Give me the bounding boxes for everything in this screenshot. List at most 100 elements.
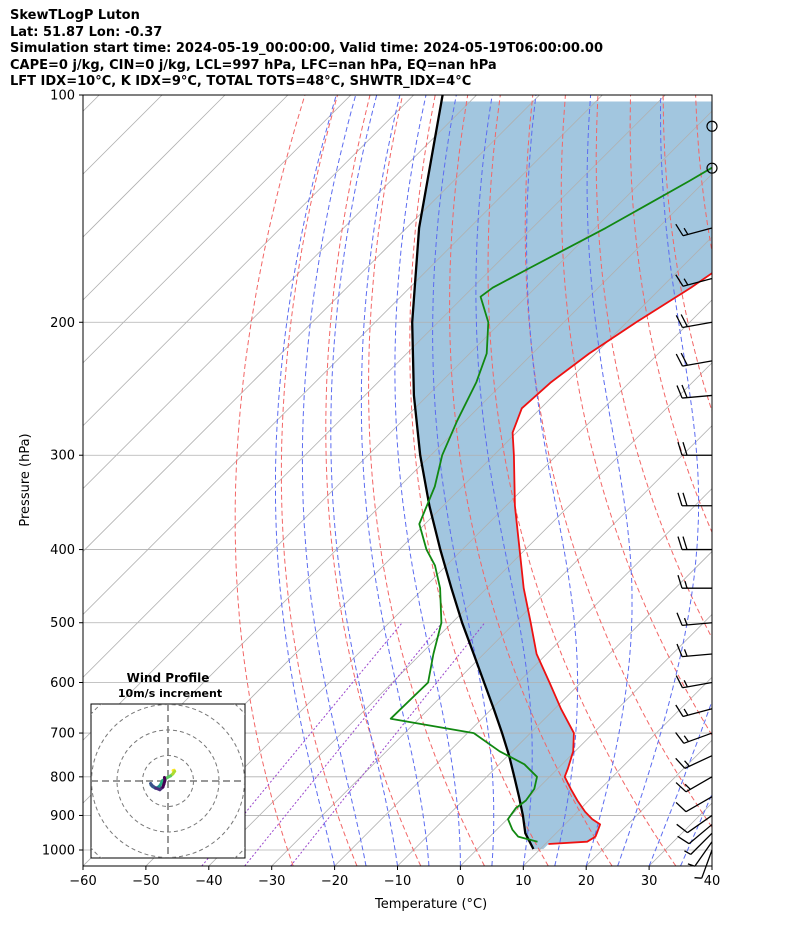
moist-adiabat [274, 95, 337, 866]
moist-adiabat [711, 864, 712, 866]
y-tick-label: 200 [50, 316, 75, 331]
isotherm [711, 865, 712, 866]
wind-barb [675, 223, 713, 237]
isotherm [523, 676, 712, 866]
x-tick-label: 10 [515, 874, 532, 889]
moist-adiabat [475, 95, 533, 866]
moist-adiabat [360, 95, 430, 866]
inset-subtitle: 10m/s increment [118, 687, 222, 700]
barb-shaft [684, 755, 713, 769]
barb-flag [680, 314, 688, 327]
isotherm [397, 550, 712, 866]
dry-adiabat [662, 95, 712, 413]
y-tick-label: 1000 [42, 844, 75, 859]
cape-line: CAPE=0 j/kg, CIN=0 j/kg, LCL=997 hPa, LF… [10, 57, 497, 73]
shaded-area [412, 101, 712, 849]
dry-adiabat [409, 95, 549, 866]
x-tick-label: −50 [132, 874, 159, 889]
y-tick-label: 800 [50, 770, 75, 785]
cape-cin-shading [412, 101, 712, 849]
isotherm [271, 425, 712, 866]
barb-flag [675, 675, 684, 689]
wind-barbs [675, 120, 718, 879]
chart-header: SkewTLogP Luton Lat: 51.87 Lon: -0.37 Si… [10, 8, 790, 91]
barb-flag [677, 574, 683, 589]
dry-adiabat [595, 95, 712, 640]
wind-barb [694, 849, 713, 879]
wind-barb [684, 832, 713, 855]
isotherm [83, 95, 414, 427]
barb-flag [680, 352, 688, 366]
barb-half-flag [683, 649, 688, 657]
wind-barb [675, 732, 713, 744]
moist-adiabat [585, 95, 633, 866]
barb-shaft [694, 841, 713, 867]
barb-half-flag [684, 580, 688, 589]
barb-flag [682, 492, 688, 506]
dry-adiabat [761, 95, 794, 866]
barb-half-flag [687, 863, 696, 867]
axes: −60 −50 −40 −30 −20 −10 0 10 20 30 40 100 200 300 400 5… [42, 89, 720, 890]
barb-flag [675, 782, 687, 793]
barb-half-flag [683, 278, 689, 286]
wind-barb [677, 574, 712, 589]
barb-shaft [685, 796, 713, 813]
isotherm [83, 95, 603, 615]
wind-barb [675, 314, 713, 329]
isotherm [83, 110, 712, 741]
isotherm [145, 299, 712, 866]
y-tick-label: 700 [50, 727, 75, 742]
barb-flag [675, 353, 684, 367]
x-tick-label: −10 [384, 874, 411, 889]
mixing-ratio-line [201, 622, 403, 866]
wind-barb [675, 352, 713, 367]
isotherm [83, 95, 540, 553]
x-tick-label: −60 [69, 874, 96, 889]
barb-flag [681, 384, 688, 398]
inset-title: Wind Profile [127, 671, 210, 685]
x-tick-label: 40 [704, 874, 721, 889]
barb-flag [677, 492, 683, 506]
barb-half-flag [683, 708, 689, 716]
wind-barb [675, 274, 713, 287]
barb-flag [682, 536, 688, 550]
wind-barb [675, 675, 713, 689]
barb-half-flag [683, 227, 689, 235]
dry-adiabat [524, 95, 712, 829]
wind-barb [676, 814, 713, 834]
wind-barb [677, 823, 713, 845]
isotherm [775, 95, 794, 866]
wind-barb [677, 492, 712, 507]
moist-adiabat [394, 95, 461, 866]
mixing-ratio-lines [201, 622, 486, 866]
barb-half-flag [683, 735, 690, 742]
barb-flag [676, 612, 683, 626]
barb-flag [675, 732, 685, 744]
y-tick-label: 300 [50, 449, 75, 464]
dry-adiabat [368, 95, 485, 866]
dry-adiabat [728, 95, 794, 866]
barb-flag [682, 442, 688, 456]
x-tick-label: 20 [578, 874, 595, 889]
moist-adiabat [617, 95, 700, 866]
y-tick-label: 600 [50, 676, 75, 691]
x-tick-label: −20 [321, 874, 348, 889]
dry-adiabat [234, 95, 306, 866]
barb-half-flag [694, 877, 702, 879]
barb-flag [675, 315, 684, 328]
barb-flag [676, 643, 683, 657]
barb-flag [675, 274, 684, 287]
wind-barb [675, 704, 713, 718]
mixing-ratio-line [290, 622, 486, 866]
dry-adiabat [449, 95, 613, 866]
moist-adiabat [648, 699, 712, 866]
isotherm [208, 362, 712, 866]
barb-shaft [688, 823, 713, 845]
barb-half-flag [683, 617, 688, 626]
wind-barb [675, 776, 713, 793]
moist-adiabat [330, 95, 398, 866]
y-tick-label: 500 [50, 616, 75, 631]
moist-adiabat [301, 95, 367, 866]
wind-barb [677, 536, 712, 551]
